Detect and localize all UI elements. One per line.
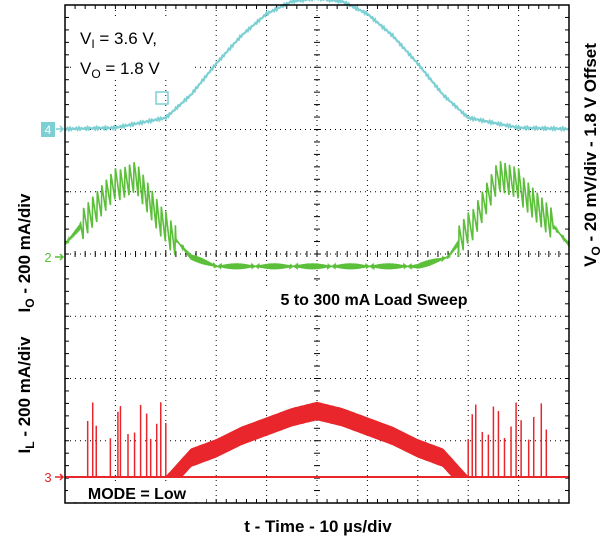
plot-frame [64, 4, 570, 504]
io-trace-ch2 [64, 161, 570, 271]
channel-marker-3: 3 [44, 470, 65, 485]
vo-trace-ch4 [64, 0, 570, 133]
y-axis-label-vo: VO - 20 mV/div - 1.8 V Offset [581, 43, 603, 267]
load-sweep-annotation: 5 to 300 mA Load Sweep [280, 292, 467, 309]
channel-marker-2: 2 [44, 250, 65, 265]
y-axis-label-io: IO - 200 mA/div [15, 193, 37, 312]
svg-text:3: 3 [44, 470, 51, 485]
condition-vo: VO = 1.8 V [80, 59, 160, 81]
conditions: VI = 3.6 V, VO = 1.8 V [74, 20, 194, 81]
x-axis-label: t - Time - 10 µs/div [244, 517, 392, 536]
svg-text:2: 2 [44, 250, 51, 265]
channel-marker-4: 4 [41, 122, 65, 137]
il-trace-ch3 [65, 401, 569, 478]
io-trace [64, 161, 570, 271]
trigger-marker [155, 91, 169, 105]
condition-vi: VI = 3.6 V, [80, 29, 157, 51]
vo-trace [64, 0, 570, 133]
mode-annotation: MODE = Low [88, 486, 187, 503]
y-axis-label-il: IL - 200 mA/div [15, 336, 37, 453]
svg-text:4: 4 [45, 123, 52, 137]
